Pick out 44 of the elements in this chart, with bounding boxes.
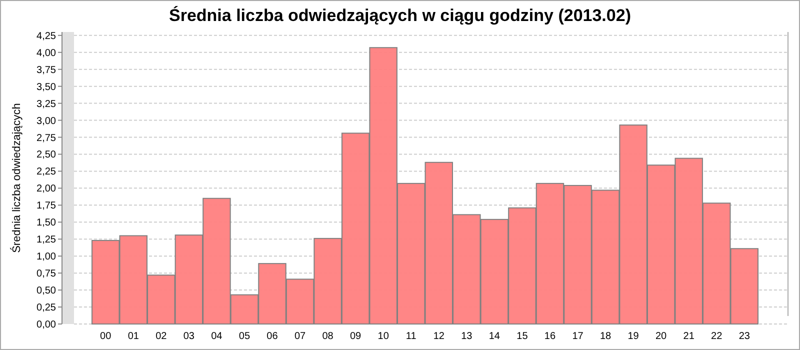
- x-tick-label: 01: [128, 331, 140, 342]
- y-tick-label: 0,50: [36, 286, 56, 297]
- chart-title: Średnia liczba odwiedzających w ciągu godziny (2013.02): [169, 5, 631, 25]
- y-tick-label: 4,25: [36, 30, 56, 42]
- x-tick-label: 22: [711, 331, 723, 342]
- y-tick-label: 1,25: [36, 234, 56, 246]
- x-tick-label: 08: [322, 331, 334, 342]
- x-tick-label: 16: [544, 331, 556, 342]
- x-tick-label: 15: [516, 331, 528, 342]
- y-tick-label: 0,00: [36, 320, 56, 330]
- x-tick-label: 07: [294, 331, 306, 342]
- x-tick-label: 20: [656, 331, 668, 342]
- x-tick-label: 02: [156, 331, 168, 342]
- x-tick-label: 09: [350, 331, 362, 342]
- y-tick-label: 2,00: [36, 184, 56, 195]
- x-tick-label: 03: [183, 331, 195, 342]
- y-tick-label: 2,50: [36, 150, 56, 161]
- x-tick-label: 14: [488, 331, 500, 342]
- x-tick-label: 00: [100, 331, 112, 342]
- y-tick-label: 3,50: [36, 82, 56, 93]
- x-tick-label: 10: [378, 331, 390, 342]
- y-tick-label: 2,75: [36, 132, 56, 144]
- y-tick-label: 0,25: [36, 302, 56, 314]
- y-axis-title: Średnia liczba odwiedzających: [10, 103, 23, 253]
- y-tick-label: 4,00: [36, 48, 56, 59]
- x-tick-label: 05: [238, 331, 250, 342]
- y-tick-label: 2,25: [36, 166, 56, 178]
- y-tick-label: 1,75: [36, 200, 56, 212]
- x-tick-label: 04: [211, 331, 223, 342]
- x-tick-label: 17: [572, 331, 584, 342]
- x-tick-label: 12: [433, 331, 445, 342]
- y-tick-label: 1,00: [36, 252, 56, 263]
- x-tick-label: 11: [406, 331, 417, 342]
- x-tick-label: 23: [738, 331, 750, 342]
- x-tick-label: 21: [683, 331, 695, 342]
- x-tick-label: 13: [461, 331, 473, 342]
- x-tick-label: 18: [600, 331, 612, 342]
- y-tick-label: 3,00: [36, 116, 56, 127]
- x-tick-label: 06: [266, 331, 278, 342]
- y-tick-label: 1,50: [36, 218, 56, 229]
- x-tick-label: 19: [628, 331, 640, 342]
- y-tick-label: 3,25: [36, 98, 56, 110]
- y-tick-label: 0,75: [36, 268, 56, 280]
- y-tick-label: 3,75: [36, 64, 56, 76]
